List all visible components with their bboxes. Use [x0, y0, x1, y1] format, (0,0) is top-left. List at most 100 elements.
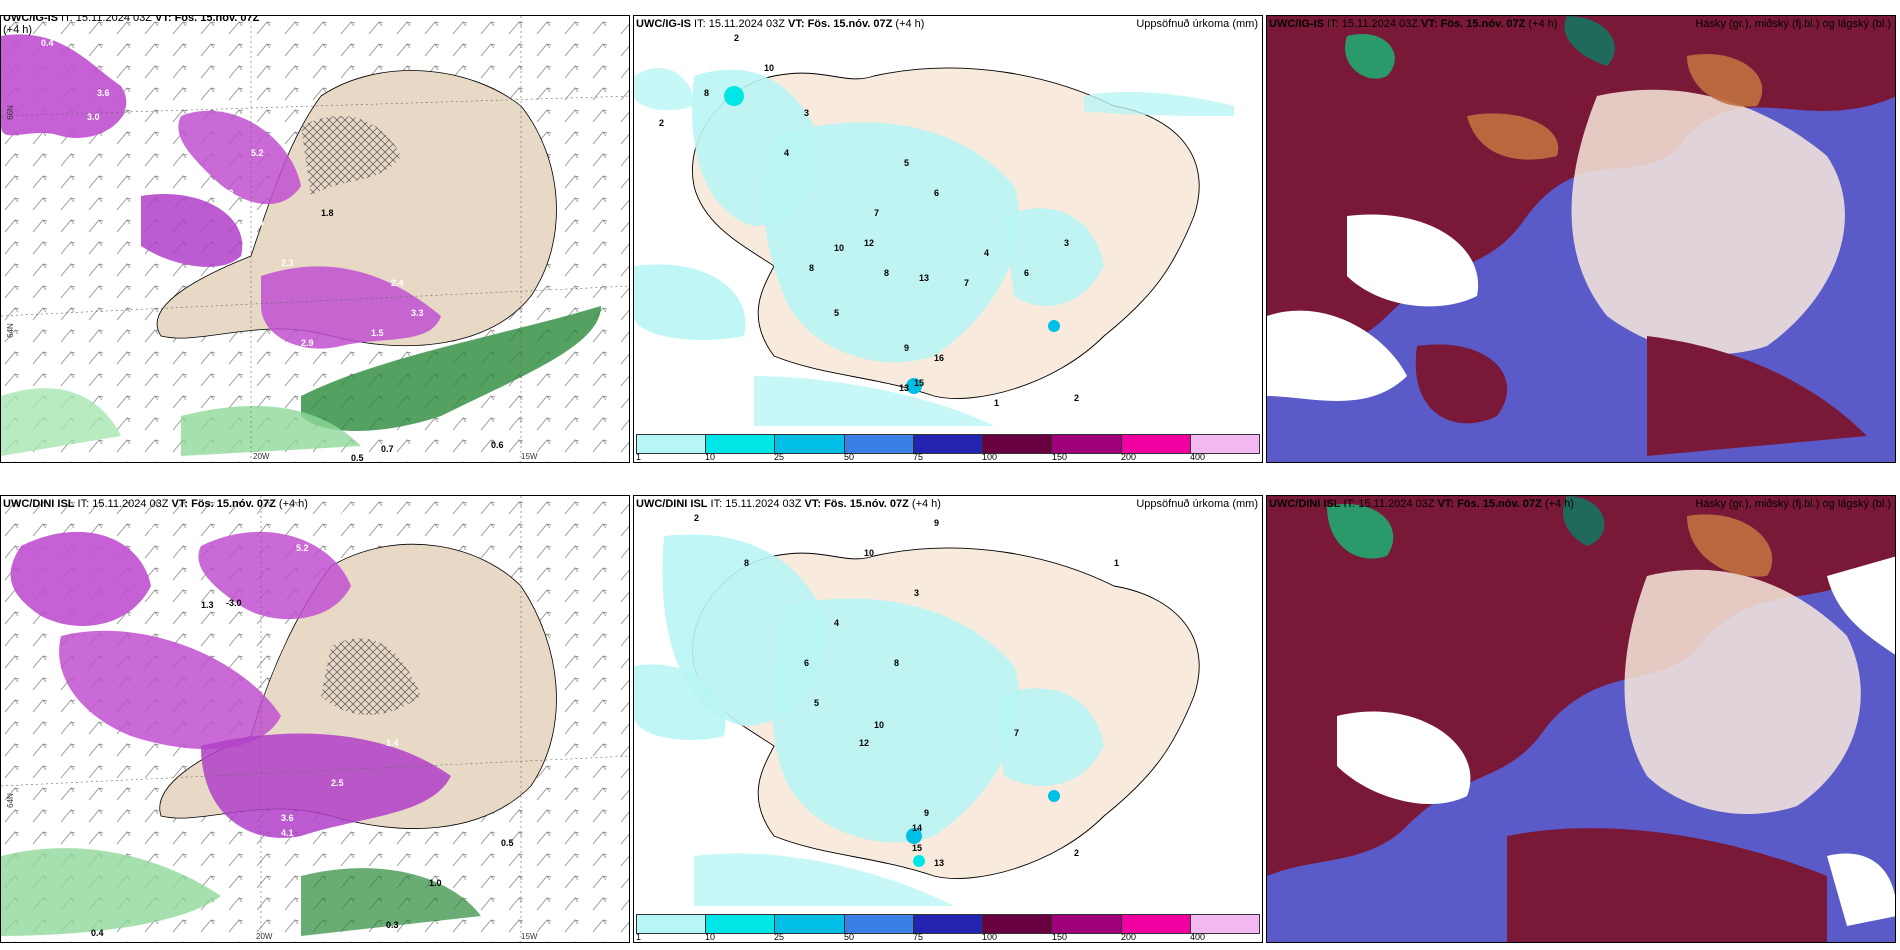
colorbar-tick: 1 [636, 932, 642, 942]
precip-value: 1 [1114, 558, 1119, 568]
wind-value: 1.4 [386, 738, 399, 748]
precip-value: 4 [784, 148, 789, 158]
colorbar-swatch [637, 435, 707, 453]
wind-value: 4.0 [331, 508, 344, 518]
colorbar-tick: 400 [1190, 452, 1206, 462]
precip-value: 5 [814, 698, 819, 708]
panel-wind-ig-is: 0.4 2.7 3.6 3.0 4.4 2.9 3.3 2.4 1.5 2.3 … [0, 15, 630, 463]
panel-title: UWC/IG-IS IT: 15.11.2024 03Z VT: Fös. 15… [636, 18, 925, 30]
axis-label-20w: 20W [253, 452, 270, 461]
colorbar-tick: 75 [913, 452, 924, 462]
panel-wind-dini-isl: 3.6 -3.0 1.3 5.2 4.0 1.4 2.5 3.6 4.1 1.0… [0, 495, 630, 943]
colorbar-tick: 1 [636, 452, 642, 462]
colorbar-swatch [706, 915, 776, 933]
colorbar-swatch [844, 435, 914, 453]
wind-value: 1.0 [429, 878, 442, 888]
precip-value: 6 [804, 658, 809, 668]
wind-value: 0.4 [41, 38, 54, 48]
precip-value: 14 [912, 823, 922, 833]
panel-precip-ig-is: 2 10 8 3 4 2 5 6 7 8 4 3 12 10 13 8 9 7 … [633, 15, 1263, 463]
panel-title: UWC/IG-IS IT: 15.11.2024 03Z VT: Fös. 15… [3, 15, 260, 36]
panel-title: UWC/DINI ISL IT: 15.11.2024 03Z VT: Fös.… [1269, 498, 1574, 510]
colorbar-swatch [775, 915, 845, 933]
wind-value: 1.5 [371, 328, 384, 338]
wind-value: 5.2 [296, 543, 309, 553]
precip-value: 2 [1074, 393, 1079, 403]
colorbar-tick: 200 [1121, 932, 1137, 942]
precip-value: 3 [914, 588, 919, 598]
wind-value: 0.5 [351, 453, 364, 463]
wind-value: 3.6 [97, 88, 110, 98]
colorbar-swatch [1052, 435, 1122, 453]
colorbar-swatch [913, 435, 984, 453]
precip-value: 2 [734, 33, 739, 43]
precip-value: 15 [912, 843, 922, 853]
colorbar-tick: 100 [982, 932, 998, 942]
precip-value: 8 [809, 263, 814, 273]
colorbar-swatch [1121, 435, 1191, 453]
axis-label-64n: 64N [5, 793, 15, 808]
precip-value: 15 [914, 378, 924, 388]
colorbar-swatch [775, 435, 845, 453]
colorbar-swatch [706, 435, 776, 453]
wind-value: 3.0 [87, 112, 100, 122]
panel-precip-dini-isl: 2 9 8 10 3 4 6 8 5 7 12 10 9 14 15 13 1 … [633, 495, 1263, 943]
panel-clouds-ig-is: UWC/IG-IS IT: 15.11.2024 03Z VT: Fös. 15… [1266, 15, 1896, 463]
precip-value: 5 [834, 308, 839, 318]
colorbar-tick: 50 [844, 932, 855, 942]
wind-value: 0.6 [491, 440, 504, 450]
panel-subtitle: Uppsöfnuð úrkoma (mm) [1136, 498, 1258, 510]
wind-value: 2.9 [301, 338, 314, 348]
precip-value: 8 [894, 658, 899, 668]
precip-map-ig-is: 2 10 8 3 4 2 5 6 7 8 4 3 12 10 13 8 9 7 … [634, 33, 1234, 426]
precip-value: 13 [899, 383, 909, 393]
wind-value: 0.7 [381, 444, 394, 454]
precip-value: 8 [704, 88, 709, 98]
precip-value: 2 [694, 513, 699, 523]
axis-label-20w: 20W [256, 932, 273, 941]
precip-value: 2 [1074, 848, 1079, 858]
precip-value: 6 [1024, 268, 1029, 278]
precip-value: 9 [924, 808, 929, 818]
precip-value: 13 [934, 858, 944, 868]
colorbar-tick: 75 [913, 932, 924, 942]
wind-value: 5.2 [251, 148, 264, 158]
panel-title: UWC/DINI ISL IT: 15.11.2024 03Z VT: Fös.… [636, 498, 941, 510]
axis-label-66n: 66N [5, 105, 15, 120]
colorbar-swatch [913, 915, 984, 933]
panel-subtitle: Uppsöfnuð úrkoma (mm) [1136, 18, 1258, 30]
wind-value: 0.3 [386, 920, 399, 930]
precip-value: 10 [764, 63, 774, 73]
precip-value: 7 [1014, 728, 1019, 738]
precip-value: 12 [864, 238, 874, 248]
wind-value: 4.1 [281, 828, 294, 838]
precip-value: 3 [1064, 238, 1069, 248]
colorbar-tick: 50 [844, 452, 855, 462]
wind-value: 3.6 [281, 813, 294, 823]
axis-label-15w: 15W [521, 932, 538, 941]
wind-value: 1.8 [321, 208, 334, 218]
wind-value: 3.6 [141, 523, 154, 533]
axis-label-64n: 64N [5, 323, 15, 338]
wind-value: 2.5 [331, 778, 344, 788]
colorbar-tick: 25 [774, 452, 785, 462]
wind-value: 4.4 [251, 218, 264, 228]
wind-value: 3.3 [411, 308, 424, 318]
axis-label-15w: 15W [521, 452, 538, 461]
panel-title: UWC/IG-IS IT: 15.11.2024 03Z VT: Fös. 15… [1269, 18, 1558, 30]
wind-value: 0.5 [501, 838, 514, 848]
precip-value: 10 [874, 720, 884, 730]
precip-value: 7 [874, 208, 879, 218]
colorbar-tick: 10 [705, 932, 716, 942]
wind-value: 2.4 [391, 278, 404, 288]
wind-map-dini-isl: 3.6 -3.0 1.3 5.2 4.0 1.4 2.5 3.6 4.1 1.0… [1, 496, 629, 942]
precip-colorbar [636, 914, 1260, 934]
wind-value: 2.7 [41, 138, 54, 148]
colorbar-swatch [844, 915, 914, 933]
colorbar-tick: 10 [705, 452, 716, 462]
colorbar-tick: 100 [982, 452, 998, 462]
wind-value: 2.3 [281, 258, 294, 268]
colorbar-swatch [637, 915, 707, 933]
panel-clouds-dini-isl: UWC/DINI ISL IT: 15.11.2024 03Z VT: Fös.… [1266, 495, 1896, 943]
colorbar-swatch [1052, 915, 1122, 933]
